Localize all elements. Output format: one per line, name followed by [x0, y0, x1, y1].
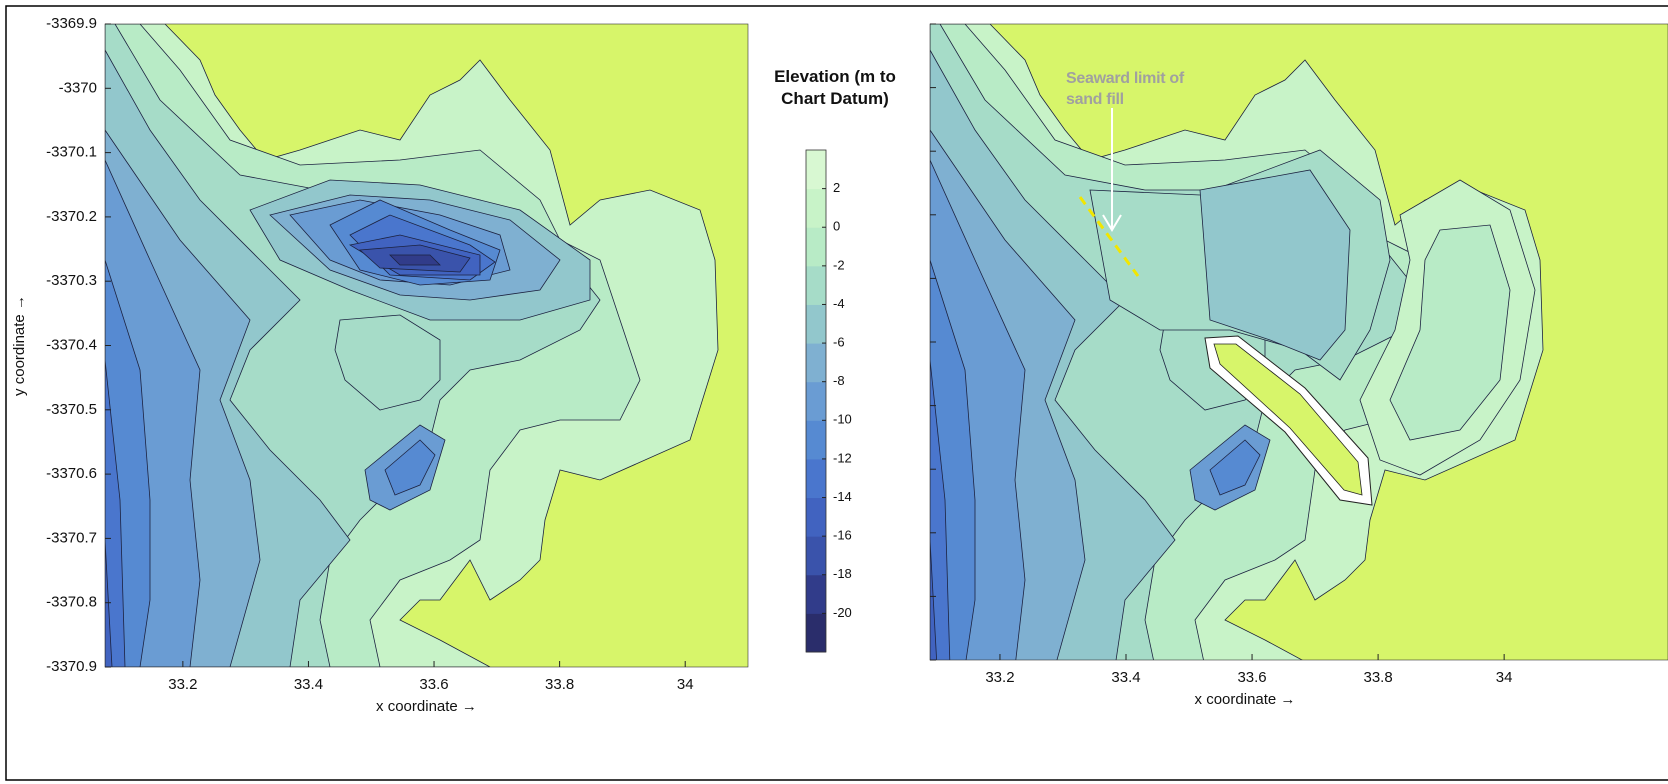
x-axis-label: x coordinate → — [376, 698, 477, 715]
colorbar-title: Elevation (m to Chart Datum) — [770, 66, 900, 110]
colorbar-segment — [806, 498, 826, 537]
y-axis-label: y coordinate → — [11, 295, 28, 396]
x-tick-label: 33.4 — [294, 676, 323, 693]
figure: 33.2 33.4 33.6 33.8 34 -3369.9 -3370 -3370.1 -33… — [0, 0, 1668, 784]
y-tick-label: -3370.8 — [46, 594, 97, 611]
y-tick-label: -3370.7 — [46, 529, 97, 546]
colorbar-tick-label: -10 — [833, 412, 852, 427]
y-tick-label: -3370.3 — [46, 272, 97, 289]
x-tick-label: 33.6 — [1237, 669, 1266, 686]
y-tick-label: -3370.5 — [46, 401, 97, 418]
colorbar-tick-label: -2 — [833, 257, 845, 272]
colorbar-segment — [806, 343, 826, 382]
colorbar-segment — [806, 613, 826, 652]
y-tick-label: -3370 — [59, 79, 97, 96]
colorbar-segment — [806, 536, 826, 575]
colorbar-tick-label: -18 — [833, 566, 852, 581]
colorbar-segment — [806, 150, 826, 189]
colorbar-segment — [806, 575, 826, 614]
colorbar-segment — [806, 304, 826, 343]
x-tick-label: 33.4 — [1111, 669, 1140, 686]
colorbar-segment — [806, 459, 826, 498]
x-axis-label: x coordinate → — [1195, 691, 1296, 708]
colorbar-tick-label: 0 — [833, 219, 840, 234]
colorbar-segment — [806, 227, 826, 266]
x-tick-label: 33.2 — [168, 676, 197, 693]
y-tick-label: -3370.6 — [46, 465, 97, 482]
chart: 33.2 33.4 33.6 33.8 34 -3369.9 -3370 -3370.1 -33… — [0, 0, 1668, 784]
x-tick-label: 33.8 — [1363, 669, 1392, 686]
right-map — [930, 24, 1668, 667]
x-tick-label: 33.2 — [985, 669, 1014, 686]
y-tick-label: -3370.1 — [46, 144, 97, 161]
y-tick-label: -3369.9 — [46, 15, 97, 32]
colorbar-tick-label: -16 — [833, 528, 852, 543]
colorbar-tick-label: -20 — [833, 605, 852, 620]
x-tick-label: 34 — [1496, 669, 1513, 686]
colorbar-segment — [806, 266, 826, 305]
x-tick-label: 34 — [677, 676, 694, 693]
y-tick-label: -3370.4 — [46, 336, 97, 353]
colorbar-tick-label: -6 — [833, 335, 845, 350]
x-tick-label: 33.6 — [419, 676, 448, 693]
y-tick-label: -3370.2 — [46, 208, 97, 225]
x-tick-label: 33.8 — [545, 676, 574, 693]
colorbar-segment — [806, 189, 826, 228]
colorbar-tick-label: -8 — [833, 373, 845, 388]
colorbar-tick-label: -12 — [833, 450, 852, 465]
colorbar-tick-label: -14 — [833, 489, 852, 504]
annotation: Seaward limit of sand fill — [1066, 68, 1216, 110]
colorbar-segment — [806, 420, 826, 459]
colorbar-segment — [806, 382, 826, 421]
colorbar-tick-label: -4 — [833, 296, 845, 311]
colorbar-tick-label: 2 — [833, 180, 840, 195]
left-map — [105, 24, 748, 667]
y-tick-label: -3370.9 — [46, 658, 97, 675]
